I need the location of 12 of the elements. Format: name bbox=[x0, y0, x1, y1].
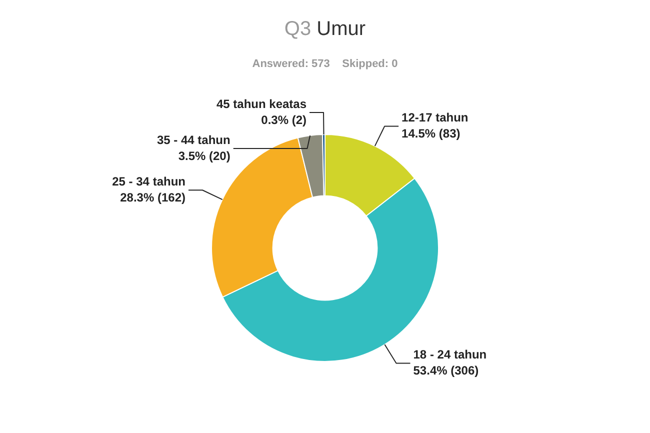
slice-label: 18 - 24 tahun bbox=[413, 348, 487, 362]
data-label: 0.3% (2) bbox=[261, 112, 307, 127]
data-label: 53.4% (306) bbox=[413, 364, 479, 378]
chart-subtitle: Answered: 573 Skipped: 0 bbox=[251, 58, 399, 70]
slice-label: 12-17 tahun bbox=[402, 110, 468, 125]
slice-label: 25 - 34 tahun bbox=[112, 174, 186, 188]
slice-label: 35 - 44 tahun bbox=[156, 132, 230, 147]
data-label: 14.5% (83) bbox=[402, 126, 460, 141]
chart-title: Q3 Umur bbox=[283, 18, 367, 41]
data-label: 3.5% (20) bbox=[178, 148, 230, 163]
slice-label: 45 tahun keatas bbox=[216, 96, 307, 111]
data-label: 28.3% (162) bbox=[120, 190, 186, 204]
